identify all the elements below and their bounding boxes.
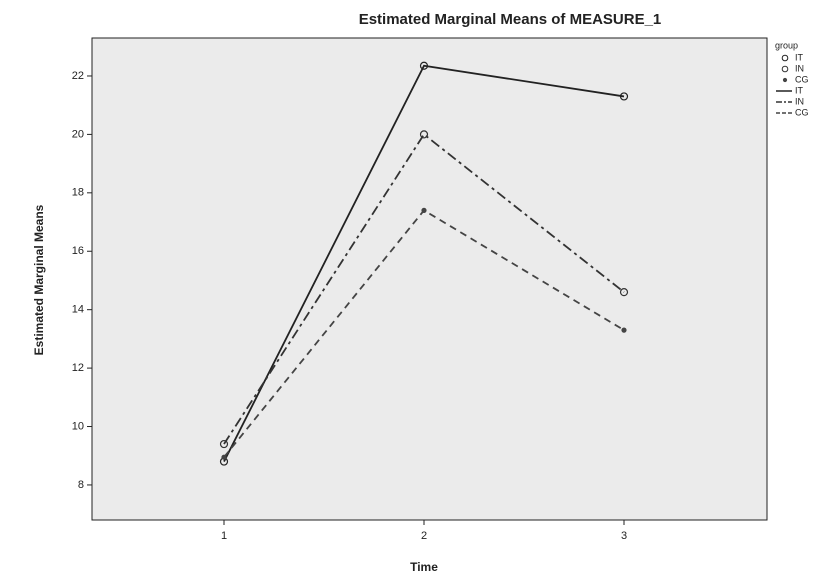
legend-label: IN	[795, 63, 804, 73]
x-axis-label: Time	[410, 560, 438, 574]
point-marker	[621, 327, 627, 333]
legend-title: group	[775, 40, 798, 50]
point-marker	[419, 130, 429, 139]
y-tick-label: 16	[72, 245, 84, 257]
y-tick-label: 8	[78, 479, 84, 491]
y-tick-label: 10	[72, 420, 84, 432]
point-marker	[221, 454, 227, 460]
y-axis-label: Estimated Marginal Means	[32, 204, 46, 355]
legend-label: IT	[795, 85, 804, 95]
legend-label: IN	[795, 96, 804, 106]
series-line	[223, 64, 625, 462]
chart-title: Estimated Marginal Means of MEASURE_1	[359, 11, 662, 28]
y-tick-label: 20	[72, 128, 84, 140]
y-tick-label: 22	[72, 70, 84, 82]
legend-label: CG	[795, 74, 809, 84]
y-tick-label: 12	[72, 362, 84, 374]
y-tick-label: 18	[72, 187, 84, 199]
legend-marker	[782, 77, 788, 83]
point-marker	[219, 439, 229, 449]
x-tick-label: 2	[421, 530, 427, 542]
y-tick-label: 14	[72, 304, 84, 316]
point-marker	[619, 288, 629, 297]
x-tick-label: 1	[221, 530, 227, 542]
x-tick-label: 3	[621, 530, 627, 542]
plot-area	[91, 37, 768, 521]
point-marker	[419, 61, 429, 70]
point-marker	[421, 207, 427, 213]
legend-marker	[781, 65, 789, 73]
legend-marker	[781, 54, 789, 62]
legend-label: IT	[795, 52, 804, 62]
point-marker	[619, 92, 629, 101]
legend-label: CG	[795, 107, 809, 117]
